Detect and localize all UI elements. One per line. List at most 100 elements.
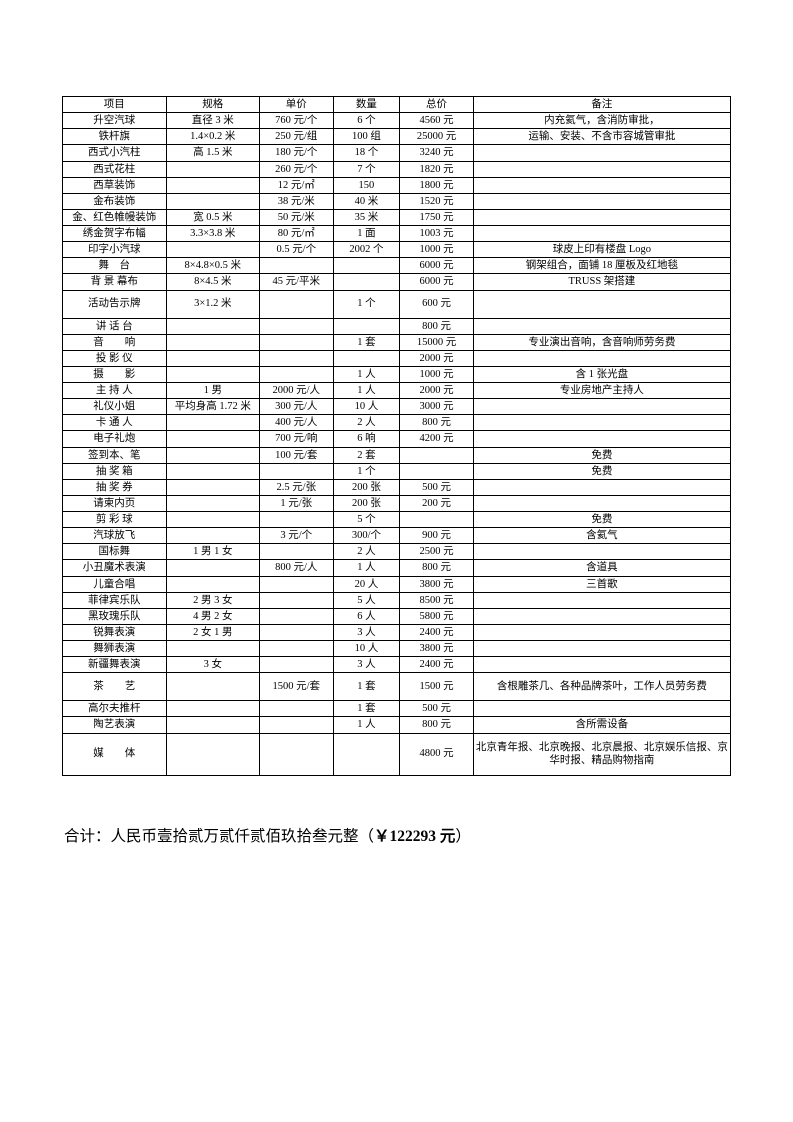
table-row: 菲律宾乐队2 男 3 女5 人8500 元 (63, 592, 731, 608)
table-row: 投 影 仪2000 元 (63, 350, 731, 366)
table-cell: 礼仪小姐 (63, 399, 167, 415)
table-row: 签到本、笔100 元/套2 套免费 (63, 447, 731, 463)
table-cell (473, 399, 730, 415)
table-cell: 800 元 (400, 717, 473, 733)
table-cell: 运输、安装、不含市容城管审批 (473, 129, 730, 145)
table-cell: 500 元 (400, 479, 473, 495)
table-cell: 250 元/组 (260, 129, 333, 145)
table-row: 西草装饰12 元/㎡1501800 元 (63, 177, 731, 193)
table-cell: 1 个 (333, 290, 400, 318)
table-row: 音 响1 套15000 元专业演出音响，含音响师劳务费 (63, 334, 731, 350)
table-cell (166, 528, 260, 544)
table-cell: 4 男 2 女 (166, 608, 260, 624)
table-cell (260, 701, 333, 717)
table-cell: 4800 元 (400, 733, 473, 775)
table-cell: 电子礼炮 (63, 431, 167, 447)
table-cell (473, 177, 730, 193)
table-cell: 900 元 (400, 528, 473, 544)
table-row: 绣金贺字布幅3.3×3.8 米80 元/㎡1 面1003 元 (63, 226, 731, 242)
table-cell: 2000 元 (400, 383, 473, 399)
table-cell: 38 元/米 (260, 193, 333, 209)
table-cell: 7 个 (333, 161, 400, 177)
table-cell: 3 女 (166, 657, 260, 673)
table-cell: 升空汽球 (63, 113, 167, 129)
table-cell: 1 人 (333, 383, 400, 399)
table-cell: 3 人 (333, 624, 400, 640)
table-cell (260, 717, 333, 733)
table-cell (166, 479, 260, 495)
table-cell: 免费 (473, 463, 730, 479)
table-cell (260, 608, 333, 624)
table-cell: 儿童合唱 (63, 576, 167, 592)
table-cell: 3800 元 (400, 576, 473, 592)
table-cell: 800 元 (400, 415, 473, 431)
table-cell (473, 318, 730, 334)
table-cell: 12 元/㎡ (260, 177, 333, 193)
table-row: 陶艺表演1 人800 元含所需设备 (63, 717, 731, 733)
table-cell: 1 套 (333, 701, 400, 717)
table-cell: 剪 彩 球 (63, 512, 167, 528)
table-cell: 5800 元 (400, 608, 473, 624)
table-cell (166, 415, 260, 431)
table-row: 金布装饰38 元/米40 米1520 元 (63, 193, 731, 209)
table-cell (473, 415, 730, 431)
table-row: 请柬内页1 元/张200 张200 元 (63, 495, 731, 511)
table-row: 西式小汽柱高 1.5 米180 元/个18 个3240 元 (63, 145, 731, 161)
table-cell (166, 701, 260, 717)
table-cell (166, 366, 260, 382)
table-cell: 200 张 (333, 479, 400, 495)
table-cell: TRUSS 架搭建 (473, 274, 730, 290)
table-cell (473, 290, 730, 318)
table-cell: 含所需设备 (473, 717, 730, 733)
header-cell: 项目 (63, 97, 167, 113)
table-cell: 黑玫瑰乐队 (63, 608, 167, 624)
table-cell: 专业房地产主持人 (473, 383, 730, 399)
table-cell (400, 463, 473, 479)
table-cell: 300 元/人 (260, 399, 333, 415)
table-cell: 200 张 (333, 495, 400, 511)
table-row: 小丑魔术表演800 元/人1 人800 元含道具 (63, 560, 731, 576)
table-cell (333, 350, 400, 366)
table-cell: 20 人 (333, 576, 400, 592)
table-cell: 卡 通 人 (63, 415, 167, 431)
summary-suffix: ） (455, 828, 471, 845)
table-cell (166, 318, 260, 334)
table-cell: 汽球放飞 (63, 528, 167, 544)
table-cell: 签到本、笔 (63, 447, 167, 463)
table-row: 主 持 人1 男2000 元/人1 人2000 元专业房地产主持人 (63, 383, 731, 399)
table-cell: 高 1.5 米 (166, 145, 260, 161)
table-cell: 高尔夫推杆 (63, 701, 167, 717)
table-cell: 100 元/套 (260, 447, 333, 463)
table-cell: 3.3×3.8 米 (166, 226, 260, 242)
table-cell: 含 1 张光盘 (473, 366, 730, 382)
table-cell: 400 元/人 (260, 415, 333, 431)
table-cell (260, 544, 333, 560)
table-cell: 180 元/个 (260, 145, 333, 161)
table-row: 印字小汽球0.5 元/个2002 个1000 元球皮上印有楼盘 Logo (63, 242, 731, 258)
table-cell: 宽 0.5 米 (166, 209, 260, 225)
table-row: 电子礼炮700 元/响6 响4200 元 (63, 431, 731, 447)
table-cell: 锐舞表演 (63, 624, 167, 640)
table-cell (260, 657, 333, 673)
table-cell: 8500 元 (400, 592, 473, 608)
table-cell (166, 193, 260, 209)
table-cell: 3 人 (333, 657, 400, 673)
table-cell: 绣金贺字布幅 (63, 226, 167, 242)
table-cell: 600 元 (400, 290, 473, 318)
table-cell: 专业演出音响，含音响师劳务费 (473, 334, 730, 350)
table-cell (473, 544, 730, 560)
table-cell (166, 673, 260, 701)
table-row: 铁杆旗1.4×0.2 米250 元/组100 组25000 元运输、安装、不含市… (63, 129, 731, 145)
table-cell (166, 641, 260, 657)
table-row: 活动告示牌3×1.2 米1 个600 元 (63, 290, 731, 318)
table-cell (260, 512, 333, 528)
table-cell (473, 657, 730, 673)
table-cell (473, 592, 730, 608)
table-cell: 2002 个 (333, 242, 400, 258)
table-cell: 2500 元 (400, 544, 473, 560)
table-cell: 1 面 (333, 226, 400, 242)
table-cell: 媒 体 (63, 733, 167, 775)
table-cell (473, 624, 730, 640)
table-cell: 800 元 (400, 560, 473, 576)
table-cell: 主 持 人 (63, 383, 167, 399)
